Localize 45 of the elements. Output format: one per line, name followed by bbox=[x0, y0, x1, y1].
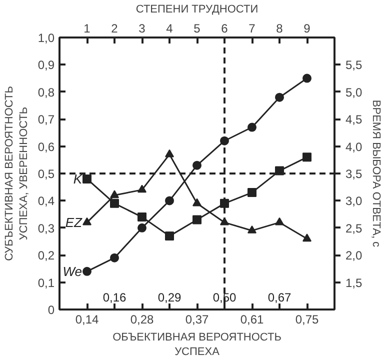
y2-tick-label: 5,5 bbox=[346, 58, 363, 72]
y-tick-label: 0,6 bbox=[38, 140, 55, 154]
x2-tick-label: 8 bbox=[276, 22, 284, 36]
x2-tick-label: 7 bbox=[248, 22, 256, 36]
y2-tick-label: 4,5 bbox=[346, 112, 363, 127]
x-tick-label: 0,67 bbox=[268, 290, 292, 304]
y2-tick-label: 3,0 bbox=[346, 194, 363, 208]
x2-tick-label: 3 bbox=[138, 22, 146, 36]
y2-axis-title: ВРЕМЯ ВЫБОРА ОТВЕТА, с bbox=[370, 100, 382, 248]
x-tick-label: 0,16 bbox=[102, 290, 127, 304]
x-axis-title: ОБЪЕКТИВНАЯ ВЕРОЯТНОСТЬ УСПЕХА bbox=[112, 332, 282, 358]
x2-tick-label: 4 bbox=[166, 22, 174, 36]
x2-tick-label: 5 bbox=[194, 22, 201, 36]
y-tick-label: 0,2 bbox=[38, 248, 55, 263]
x-tick-label: 0,75 bbox=[295, 312, 320, 326]
y-tick-label: 0,3 bbox=[38, 221, 55, 236]
x-tick-label: 0,50 bbox=[212, 290, 237, 304]
y2-tick-label: 1,5 bbox=[346, 276, 363, 290]
x2-axis-title: СТЕПЕНИ ТРУДНОСТИ bbox=[136, 4, 258, 16]
x-tick-label: 0,37 bbox=[185, 312, 210, 326]
x-tick-label: 0,14 bbox=[75, 312, 100, 326]
x2-tick-label: 1 bbox=[84, 22, 91, 36]
x2-tick-label: 6 bbox=[221, 22, 228, 36]
y2-tick-label: 3,5 bbox=[346, 167, 363, 181]
y2-tick-label: 5,0 bbox=[346, 85, 363, 100]
y2-tick-label: 2,5 bbox=[346, 221, 363, 236]
x-tick-label: 0,61 bbox=[240, 312, 264, 326]
x-tick-label: 0,28 bbox=[130, 312, 154, 326]
y-tick-label: 1,0 bbox=[38, 31, 55, 45]
legend-label: EZ bbox=[65, 214, 84, 230]
y-tick-label: 0,9 bbox=[38, 58, 55, 72]
y2-tick-label: 4,0 bbox=[346, 140, 363, 154]
y-tick-label: 0,4 bbox=[38, 194, 55, 208]
y-tick-label: 0 bbox=[48, 303, 55, 317]
y-tick-label: 0,7 bbox=[38, 112, 55, 127]
y-tick-label: 0,1 bbox=[38, 276, 55, 290]
x-tick-label: 0,29 bbox=[158, 290, 182, 304]
x2-tick-label: 9 bbox=[304, 22, 311, 36]
legend-label: We bbox=[62, 264, 82, 279]
y2-tick-label: 2,0 bbox=[346, 248, 363, 263]
x2-tick-label: 2 bbox=[111, 22, 118, 36]
y-tick-label: 0,5 bbox=[38, 167, 55, 181]
y-axis-title: СУБЪЕКТИВНАЯ ВЕРОЯТНОСТЬ УСПЕХА, УВЕРЕННОСТЬ bbox=[3, 86, 30, 261]
y-tick-label: 0,8 bbox=[38, 85, 55, 100]
legend-label: K bbox=[73, 171, 84, 186]
